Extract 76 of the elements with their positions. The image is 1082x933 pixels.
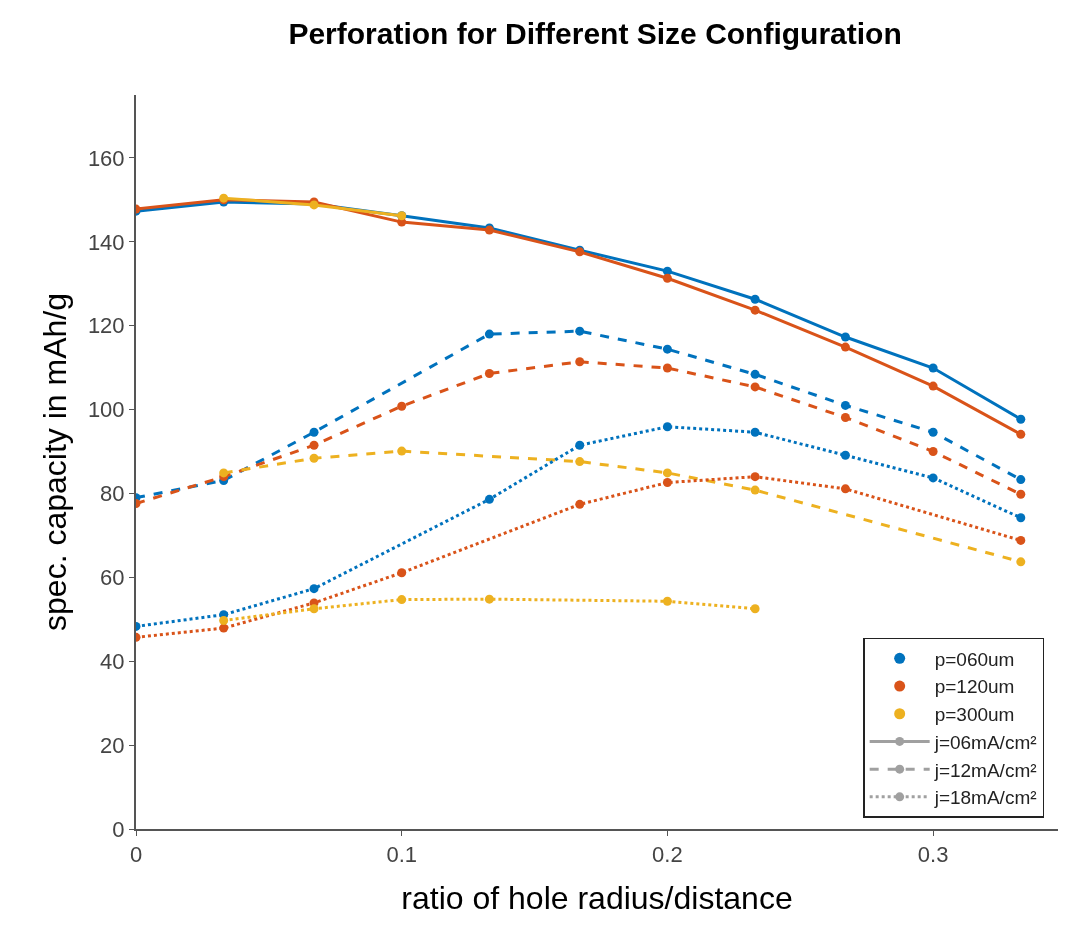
point <box>662 478 672 488</box>
point <box>750 305 760 315</box>
chart-title: Perforation for Different Size Configuration <box>288 17 902 51</box>
point <box>1016 557 1026 567</box>
point <box>662 273 672 283</box>
y-tick-label: 20 <box>100 732 125 758</box>
point <box>1016 489 1026 499</box>
point <box>397 446 407 456</box>
y-tick-label: 80 <box>100 481 125 507</box>
y-tick-label: 40 <box>100 648 125 674</box>
legend-label: j=06mA/cm² <box>933 731 1037 753</box>
point <box>1016 513 1026 523</box>
point <box>840 413 850 423</box>
y-tick-label: 0 <box>112 816 125 842</box>
x-tick-label: 0.1 <box>386 842 418 868</box>
y-tick-label: 120 <box>87 313 125 339</box>
point <box>750 472 760 482</box>
legend-label: j=18mA/cm² <box>933 787 1037 809</box>
point <box>397 401 407 411</box>
x-tick-label: 0.3 <box>917 842 949 868</box>
x-axis-title: ratio of hole radius/distance <box>401 879 793 916</box>
point <box>575 326 585 336</box>
legend-label: p=300um <box>934 704 1015 726</box>
point <box>662 363 672 373</box>
point <box>928 473 938 483</box>
point <box>840 450 850 460</box>
point <box>750 294 760 304</box>
point <box>219 623 229 633</box>
point <box>750 604 760 614</box>
point <box>928 381 938 391</box>
point <box>484 594 494 604</box>
legend-label: j=12mA/cm² <box>933 759 1037 781</box>
x-tick-label: 0.2 <box>652 842 683 868</box>
point <box>840 342 850 352</box>
point <box>219 616 229 626</box>
point <box>750 382 760 392</box>
legend-label: p=060um <box>934 648 1015 670</box>
point <box>662 344 672 354</box>
point <box>662 422 672 432</box>
point <box>575 499 585 509</box>
point <box>575 357 585 367</box>
point <box>750 427 760 437</box>
point <box>840 332 850 342</box>
y-tick-label: 100 <box>87 397 125 423</box>
point <box>1016 535 1026 545</box>
point <box>309 453 319 463</box>
point <box>750 485 760 495</box>
point <box>309 604 319 614</box>
y-axis-title: spec. capacity in mAh/g <box>36 293 73 631</box>
point <box>484 329 494 339</box>
point <box>575 457 585 467</box>
point <box>397 568 407 578</box>
point <box>1016 429 1026 439</box>
y-tick-label: 140 <box>87 229 125 255</box>
point <box>662 468 672 478</box>
point <box>309 427 319 437</box>
point <box>1016 475 1026 485</box>
point <box>928 447 938 457</box>
point <box>397 595 407 605</box>
point <box>840 484 850 494</box>
point <box>309 440 319 450</box>
point <box>484 369 494 378</box>
y-tick-label: 60 <box>100 565 125 591</box>
point <box>309 584 319 594</box>
point <box>840 400 850 410</box>
point <box>928 427 938 437</box>
y-tick-label: 160 <box>87 145 125 171</box>
point <box>484 494 494 504</box>
x-tick-label: 0 <box>129 842 143 868</box>
point <box>750 369 760 379</box>
point <box>928 363 938 373</box>
point <box>219 468 229 478</box>
point <box>1016 414 1026 424</box>
point <box>662 596 672 606</box>
legend-label: p=120um <box>934 676 1015 698</box>
point <box>575 440 585 450</box>
